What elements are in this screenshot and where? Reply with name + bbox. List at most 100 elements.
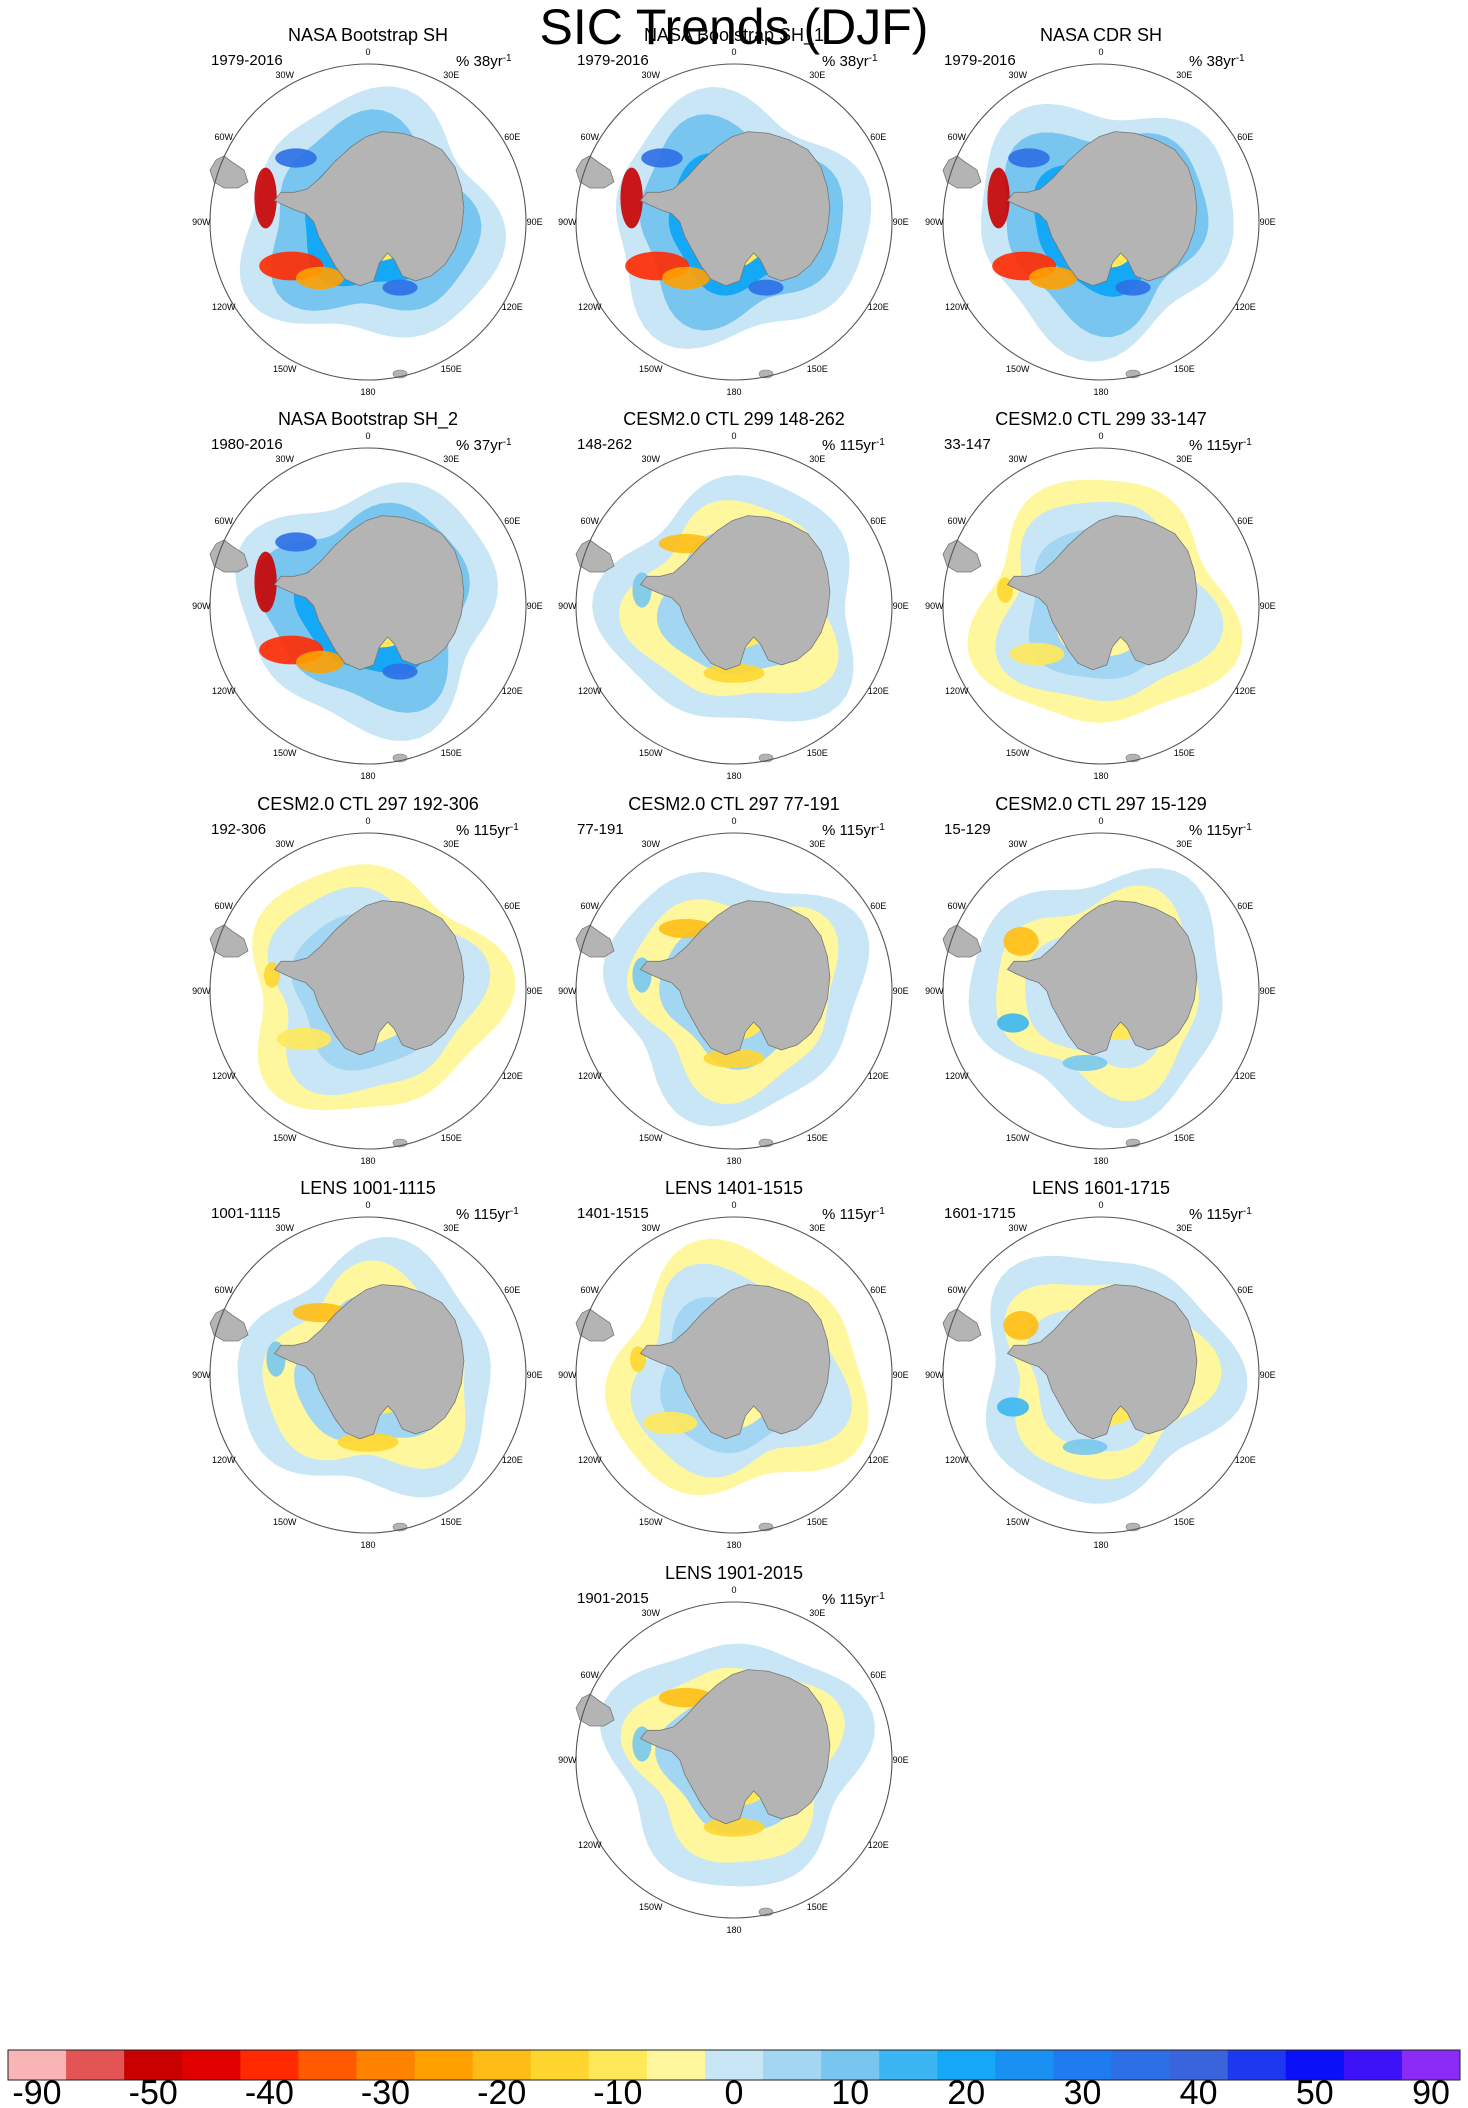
panel-units-exponent: -1: [869, 53, 878, 64]
colorbar-swatch: [414, 2050, 474, 2080]
longitude-label: 60E: [1237, 901, 1253, 911]
colorbar-swatch: [356, 2050, 416, 2080]
panel-units: % 115yr-1: [822, 1206, 885, 1224]
longitude-label: 180: [726, 1156, 741, 1166]
longitude-label: 30W: [275, 839, 294, 849]
longitude-label: 90W: [925, 986, 944, 996]
longitude-label: 150W: [1006, 748, 1030, 758]
map-panel: 0 30E 60E 90E 120E 150E 180 150W 120W 90W 60W 30W LE…: [925, 1178, 1275, 1550]
longitude-label: 150W: [273, 1133, 297, 1143]
map-panel: 0 30E 60E 90E 120E 150E 180 150W 120W 90W 60W 30W CE…: [925, 409, 1275, 781]
south-america-landmass: [209, 924, 249, 958]
map-panel: 0 30E 60E 90E 120E 150E 180 150W 120W 90W 60W 30W NA…: [558, 25, 908, 397]
longitude-label: 60E: [870, 901, 886, 911]
longitude-label: 180: [726, 1925, 741, 1935]
longitude-label: 60E: [870, 1285, 886, 1295]
map-panel: 0 30E 60E 90E 120E 150E 180 150W 120W 90W 60W 30W CE…: [192, 794, 542, 1166]
longitude-label: 90W: [558, 1755, 577, 1765]
panel-title: CESM2.0 CTL 297 192-306: [257, 794, 478, 814]
longitude-label: 120E: [868, 1455, 889, 1465]
longitude-label: 120E: [868, 1840, 889, 1850]
colorbar-frame: [7, 2049, 1461, 2081]
panel-units-exponent: -1: [510, 822, 519, 833]
map-panel: 0 30E 60E 90E 120E 150E 180 150W 120W 90W 60W 30W LE…: [558, 1563, 908, 1935]
longitude-label: 60E: [1237, 1285, 1253, 1295]
colorbar-tick-label: 90: [1412, 2074, 1450, 2108]
longitude-label: 30E: [1176, 70, 1192, 80]
panel-title: NASA Bootstrap SH_2: [278, 409, 458, 430]
trend-anomaly: [620, 167, 643, 229]
colorbar-swatch: [588, 2050, 648, 2080]
map-boundary-circle: [575, 832, 893, 1150]
longitude-label: 60E: [1237, 132, 1253, 142]
longitude-label: 150E: [441, 364, 462, 374]
colorbar-tick-label: 20: [947, 2074, 985, 2108]
antarctica-landmass: [639, 1284, 831, 1440]
south-america-landmass: [575, 1308, 615, 1342]
longitude-label: 60E: [1237, 516, 1253, 526]
longitude-label: 30E: [443, 70, 459, 80]
longitude-label: 150W: [639, 364, 663, 374]
trend-anomaly: [1003, 927, 1039, 956]
longitude-label: 150W: [639, 748, 663, 758]
panel-units: % 115yr-1: [822, 1591, 885, 1609]
longitude-label: 180: [360, 1156, 375, 1166]
panel-units: % 115yr-1: [1189, 1206, 1252, 1224]
panel-period: 1980-2016: [211, 436, 283, 453]
longitude-label: 150E: [441, 1133, 462, 1143]
longitude-label: 60E: [870, 1670, 886, 1680]
longitude-label: 30W: [275, 1223, 294, 1233]
colorbar-tick-label: 0: [725, 2074, 744, 2108]
longitude-label: 120W: [945, 1071, 969, 1081]
map-panels: 0 30E 60E 90E 120E 150E 180 150W 120W 90W 60W 30W NA…: [192, 25, 1275, 1935]
longitude-label: 150W: [273, 364, 297, 374]
trend-anomaly: [641, 148, 683, 168]
longitude-label: 150E: [1174, 748, 1195, 758]
longitude-label: 0: [1098, 1200, 1103, 1210]
longitude-label: 120E: [502, 1455, 523, 1465]
longitude-label: 60W: [580, 901, 599, 911]
map-boundary-circle: [942, 63, 1260, 381]
colorbar-swatch: [472, 2050, 532, 2080]
longitude-label: 30E: [1176, 1223, 1192, 1233]
panel-title: NASA CDR SH: [1040, 25, 1162, 45]
map-boundary-circle: [575, 1601, 893, 1919]
trend-anomaly: [1003, 1311, 1039, 1340]
colorbar-swatch: [704, 2050, 764, 2080]
longitude-label: 60W: [214, 1285, 233, 1295]
longitude-label: 180: [360, 387, 375, 397]
trend-anomaly: [276, 1027, 332, 1051]
trend-anomaly: [642, 1411, 698, 1435]
longitude-label: 90W: [192, 217, 211, 227]
map-panel: 0 30E 60E 90E 120E 150E 180 150W 120W 90W 60W 30W NA…: [192, 409, 542, 781]
panel-title: CESM2.0 CTL 297 77-191: [628, 794, 839, 814]
longitude-label: 120W: [578, 302, 602, 312]
longitude-label: 60W: [580, 516, 599, 526]
panel-units: % 115yr-1: [456, 822, 519, 840]
panel-units-exponent: -1: [876, 437, 885, 448]
longitude-label: 150W: [273, 748, 297, 758]
longitude-label: 150E: [807, 364, 828, 374]
map-boundary-circle: [575, 63, 893, 381]
panel-units-exponent: -1: [876, 822, 885, 833]
panel-title: LENS 1601-1715: [1032, 1178, 1170, 1198]
longitude-label: 120E: [868, 686, 889, 696]
colorbar-swatch: [8, 2050, 67, 2080]
longitude-label: 120W: [212, 1071, 236, 1081]
longitude-label: 0: [1098, 47, 1103, 57]
trend-anomaly: [275, 532, 317, 552]
south-america-landmass: [209, 1308, 249, 1342]
antarctica-landmass: [1006, 900, 1198, 1056]
panel-units: % 115yr-1: [1189, 822, 1252, 840]
antarctica-landmass: [1006, 515, 1198, 671]
antarctica-landmass: [273, 515, 465, 671]
trend-anomaly: [997, 1013, 1029, 1033]
longitude-label: 30W: [641, 1608, 660, 1618]
longitude-label: 60W: [947, 1285, 966, 1295]
trend-anomaly: [1009, 642, 1065, 666]
colorbar-swatch: [1169, 2050, 1229, 2080]
longitude-label: 30W: [275, 70, 294, 80]
longitude-label: 150W: [639, 1133, 663, 1143]
longitude-label: 90W: [558, 217, 577, 227]
longitude-label: 120E: [502, 1071, 523, 1081]
